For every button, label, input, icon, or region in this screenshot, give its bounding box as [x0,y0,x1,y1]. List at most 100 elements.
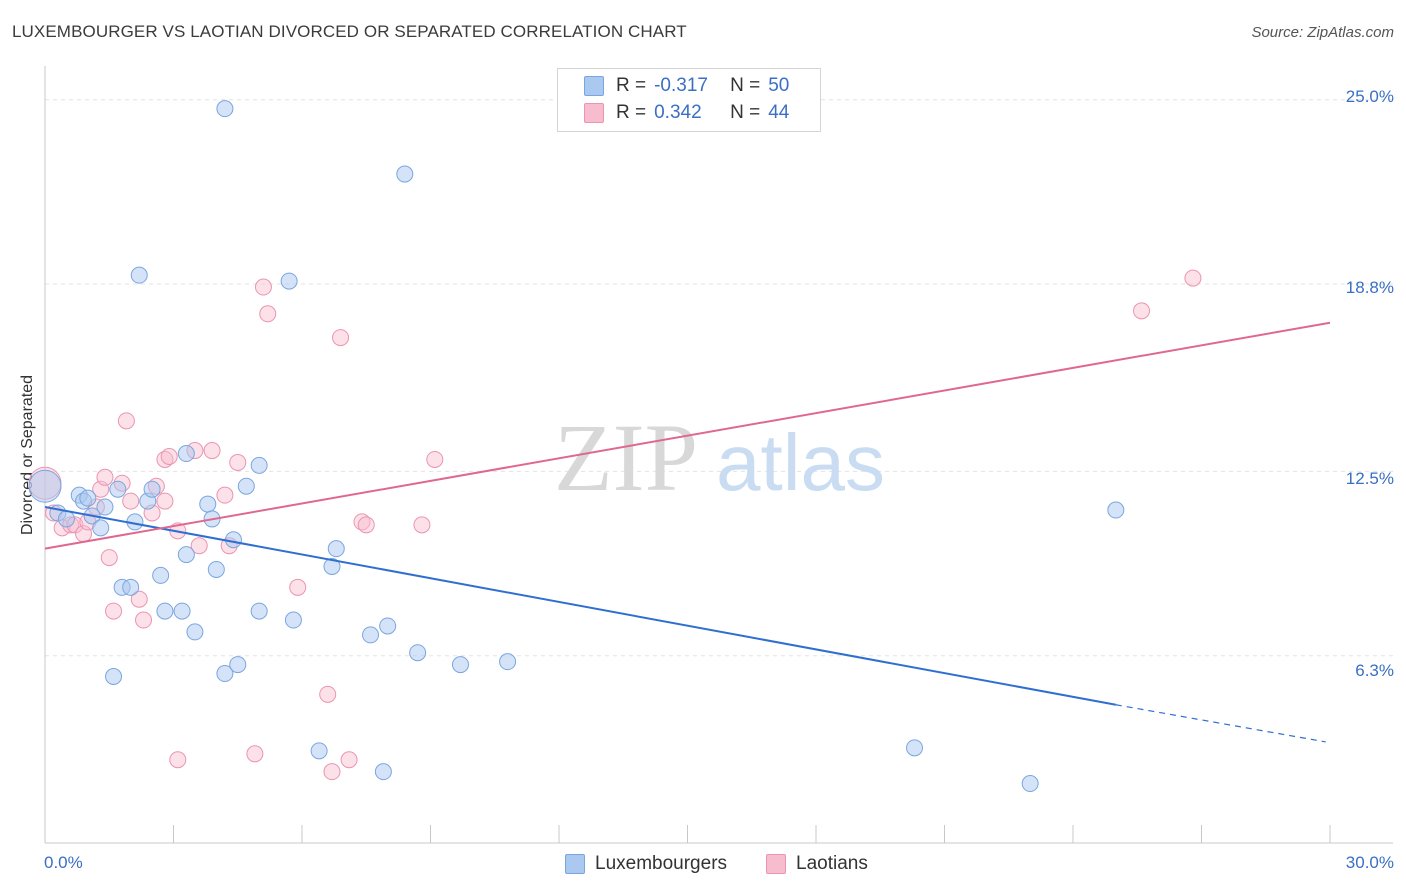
y-tick-label-25: 25.0% [1345,87,1394,106]
luxembourgers-point [216,100,234,118]
trend-lines [44,321,1331,743]
bottom-legend-swatch-luxembourgers [565,854,585,874]
laotians-point [216,486,234,504]
luxembourgers-point [130,266,148,284]
luxembourgers-point [109,480,127,498]
legend-n-label: N = [730,102,761,123]
laotians-point [169,751,187,769]
luxembourgers-point [207,560,225,578]
luxembourgers-point [199,495,217,513]
legend-r-label: R = [616,75,647,96]
luxembourgers-point [186,623,204,641]
luxembourgers-point [362,626,380,644]
x-tick-label-min: 0.0% [44,853,83,872]
laotians-point [203,442,221,460]
laotians-point [122,492,140,510]
laotians-point [1133,302,1151,320]
source-label: Source: ZipAtlas.com [1251,24,1394,41]
axes [44,66,1393,844]
legend-n-label: N = [730,75,761,96]
laotians-point [1184,269,1202,287]
bottom-legend-luxembourgers: Luxembourgers [565,852,727,876]
luxembourgers-point [224,531,242,549]
legend-r-value: -0.317 [654,75,708,96]
laotians-point [156,492,174,510]
legend-swatch-laotians [584,103,604,123]
legend-row-luxembourgers: R = -0.317 N = 50 [584,74,789,98]
laotians-point [413,516,431,534]
luxembourgers-point [177,445,195,463]
legend-r-label: R = [616,102,647,123]
watermark-zip: ZIP [554,404,698,511]
luxembourgers-point [1021,775,1039,793]
correlation-legend: R = -0.317 N = 50 R = 0.342 N = 44 [557,68,821,132]
laotians-point [357,516,375,534]
laotians-point [96,468,114,486]
legend-swatch-luxembourgers [584,76,604,96]
luxembourgers-point [237,477,255,495]
legend-n-value: 44 [768,102,790,123]
laotians-point [130,590,148,608]
laotians-point [135,611,153,629]
luxembourgers-point [250,456,268,474]
luxembourgers-point [216,665,234,683]
laotians-point [246,745,264,763]
laotians-point [160,448,178,465]
laotians-point [332,329,350,347]
luxembourgers-point [152,566,170,584]
luxembourgers-point [156,602,174,620]
laotians-point [259,305,277,323]
grid-lines [45,99,1393,657]
chart-title: LUXEMBOURGER VS LAOTIAN DIVORCED OR SEPA… [12,22,687,41]
luxembourgers-point [79,489,97,507]
y-tick-label-12-5: 12.5% [1345,469,1394,488]
luxembourgers-point [451,656,469,674]
luxembourgers-point [250,602,268,620]
luxembourgers-point [92,519,110,537]
luxembourgers-point [327,540,345,558]
luxembourgers-point [28,469,62,503]
bottom-legend-label-luxembourgers: Luxembourgers [595,853,728,874]
laotians-point [340,751,358,769]
luxembourgers-trend-extension [1115,704,1326,743]
luxembourgers-point [143,480,161,498]
luxembourgers-point [1107,501,1125,519]
y-tick-label-18-8: 18.8% [1345,278,1394,297]
laotians-point [319,685,337,703]
luxembourgers-point [379,617,397,635]
luxembourgers-point [310,742,328,760]
luxembourgers-point [173,602,191,620]
luxembourgers-point [122,578,140,596]
luxembourgers-point [906,739,924,757]
laotians-point [105,602,123,620]
luxembourgers-point [229,656,247,674]
zipatlas-watermark: ZIP atlas [554,404,885,511]
luxembourgers-point [177,546,195,564]
bottom-legend-swatch-laotians [766,854,786,874]
laotians-point [190,537,208,555]
luxembourgers-point [409,644,427,662]
laotians-point [289,578,307,596]
luxembourgers-points [28,100,1125,793]
laotians-point [117,412,135,430]
luxembourgers-point [280,272,298,290]
laotians-point [426,450,444,468]
luxembourgers-point [374,763,392,781]
laotians-point [254,278,272,296]
laotians-point [100,549,118,567]
watermark-atlas: atlas [716,418,885,507]
luxembourgers-point [57,510,75,528]
x-tick-label-max: 30.0% [1345,853,1394,872]
laotians-points [28,269,1202,781]
laotians-trend-line [44,321,1331,550]
legend-r-value: 0.342 [654,102,702,123]
luxembourgers-point [323,558,341,576]
legend-n-value: 50 [768,75,790,96]
laotians-point [229,453,247,471]
luxembourgers-point [499,653,517,671]
y-tick-label-6-3: 6.3% [1355,661,1394,680]
laotians-point [323,763,341,781]
luxembourgers-trend-line [44,506,1117,706]
luxembourgers-point [96,498,114,516]
